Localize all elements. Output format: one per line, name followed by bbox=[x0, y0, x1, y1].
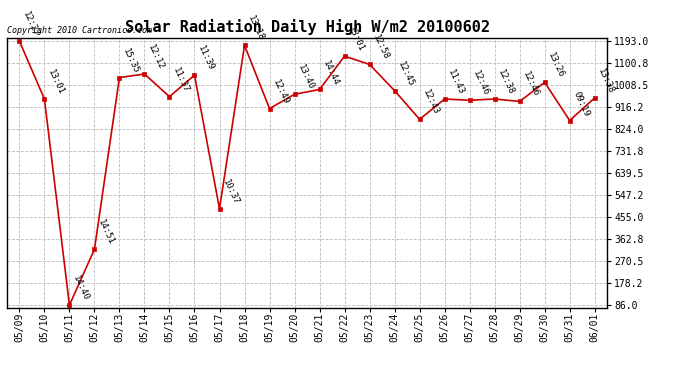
Text: 12:46: 12:46 bbox=[471, 69, 491, 98]
Text: 09:19: 09:19 bbox=[571, 90, 591, 118]
Text: 12:43: 12:43 bbox=[421, 88, 440, 117]
Text: 12:58: 12:58 bbox=[371, 33, 391, 62]
Title: Solar Radiation Daily High W/m2 20100602: Solar Radiation Daily High W/m2 20100602 bbox=[125, 19, 489, 35]
Text: 13:40: 13:40 bbox=[296, 63, 315, 92]
Text: 13:26: 13:26 bbox=[546, 51, 566, 80]
Text: 10:37: 10:37 bbox=[221, 178, 240, 206]
Text: 13:38: 13:38 bbox=[596, 67, 615, 95]
Text: 14:40: 14:40 bbox=[71, 274, 90, 302]
Text: 13:18: 13:18 bbox=[246, 14, 266, 43]
Text: 12:12: 12:12 bbox=[146, 43, 166, 71]
Text: 14:51: 14:51 bbox=[96, 218, 115, 246]
Text: 12:46: 12:46 bbox=[521, 70, 540, 99]
Text: 11:43: 11:43 bbox=[446, 68, 466, 96]
Text: 13:01: 13:01 bbox=[46, 68, 66, 96]
Text: 12:45: 12:45 bbox=[396, 60, 415, 88]
Text: 13:01: 13:01 bbox=[346, 25, 366, 53]
Text: 12:49: 12:49 bbox=[271, 78, 290, 106]
Text: Copyright 2010 Cartronics.com: Copyright 2010 Cartronics.com bbox=[7, 26, 152, 35]
Text: 12:27: 12:27 bbox=[21, 10, 40, 38]
Text: 11:39: 11:39 bbox=[196, 44, 215, 72]
Text: 11:37: 11:37 bbox=[171, 66, 190, 94]
Text: 12:38: 12:38 bbox=[496, 68, 515, 96]
Text: 15:35: 15:35 bbox=[121, 46, 140, 75]
Text: 14:44: 14:44 bbox=[321, 58, 340, 87]
